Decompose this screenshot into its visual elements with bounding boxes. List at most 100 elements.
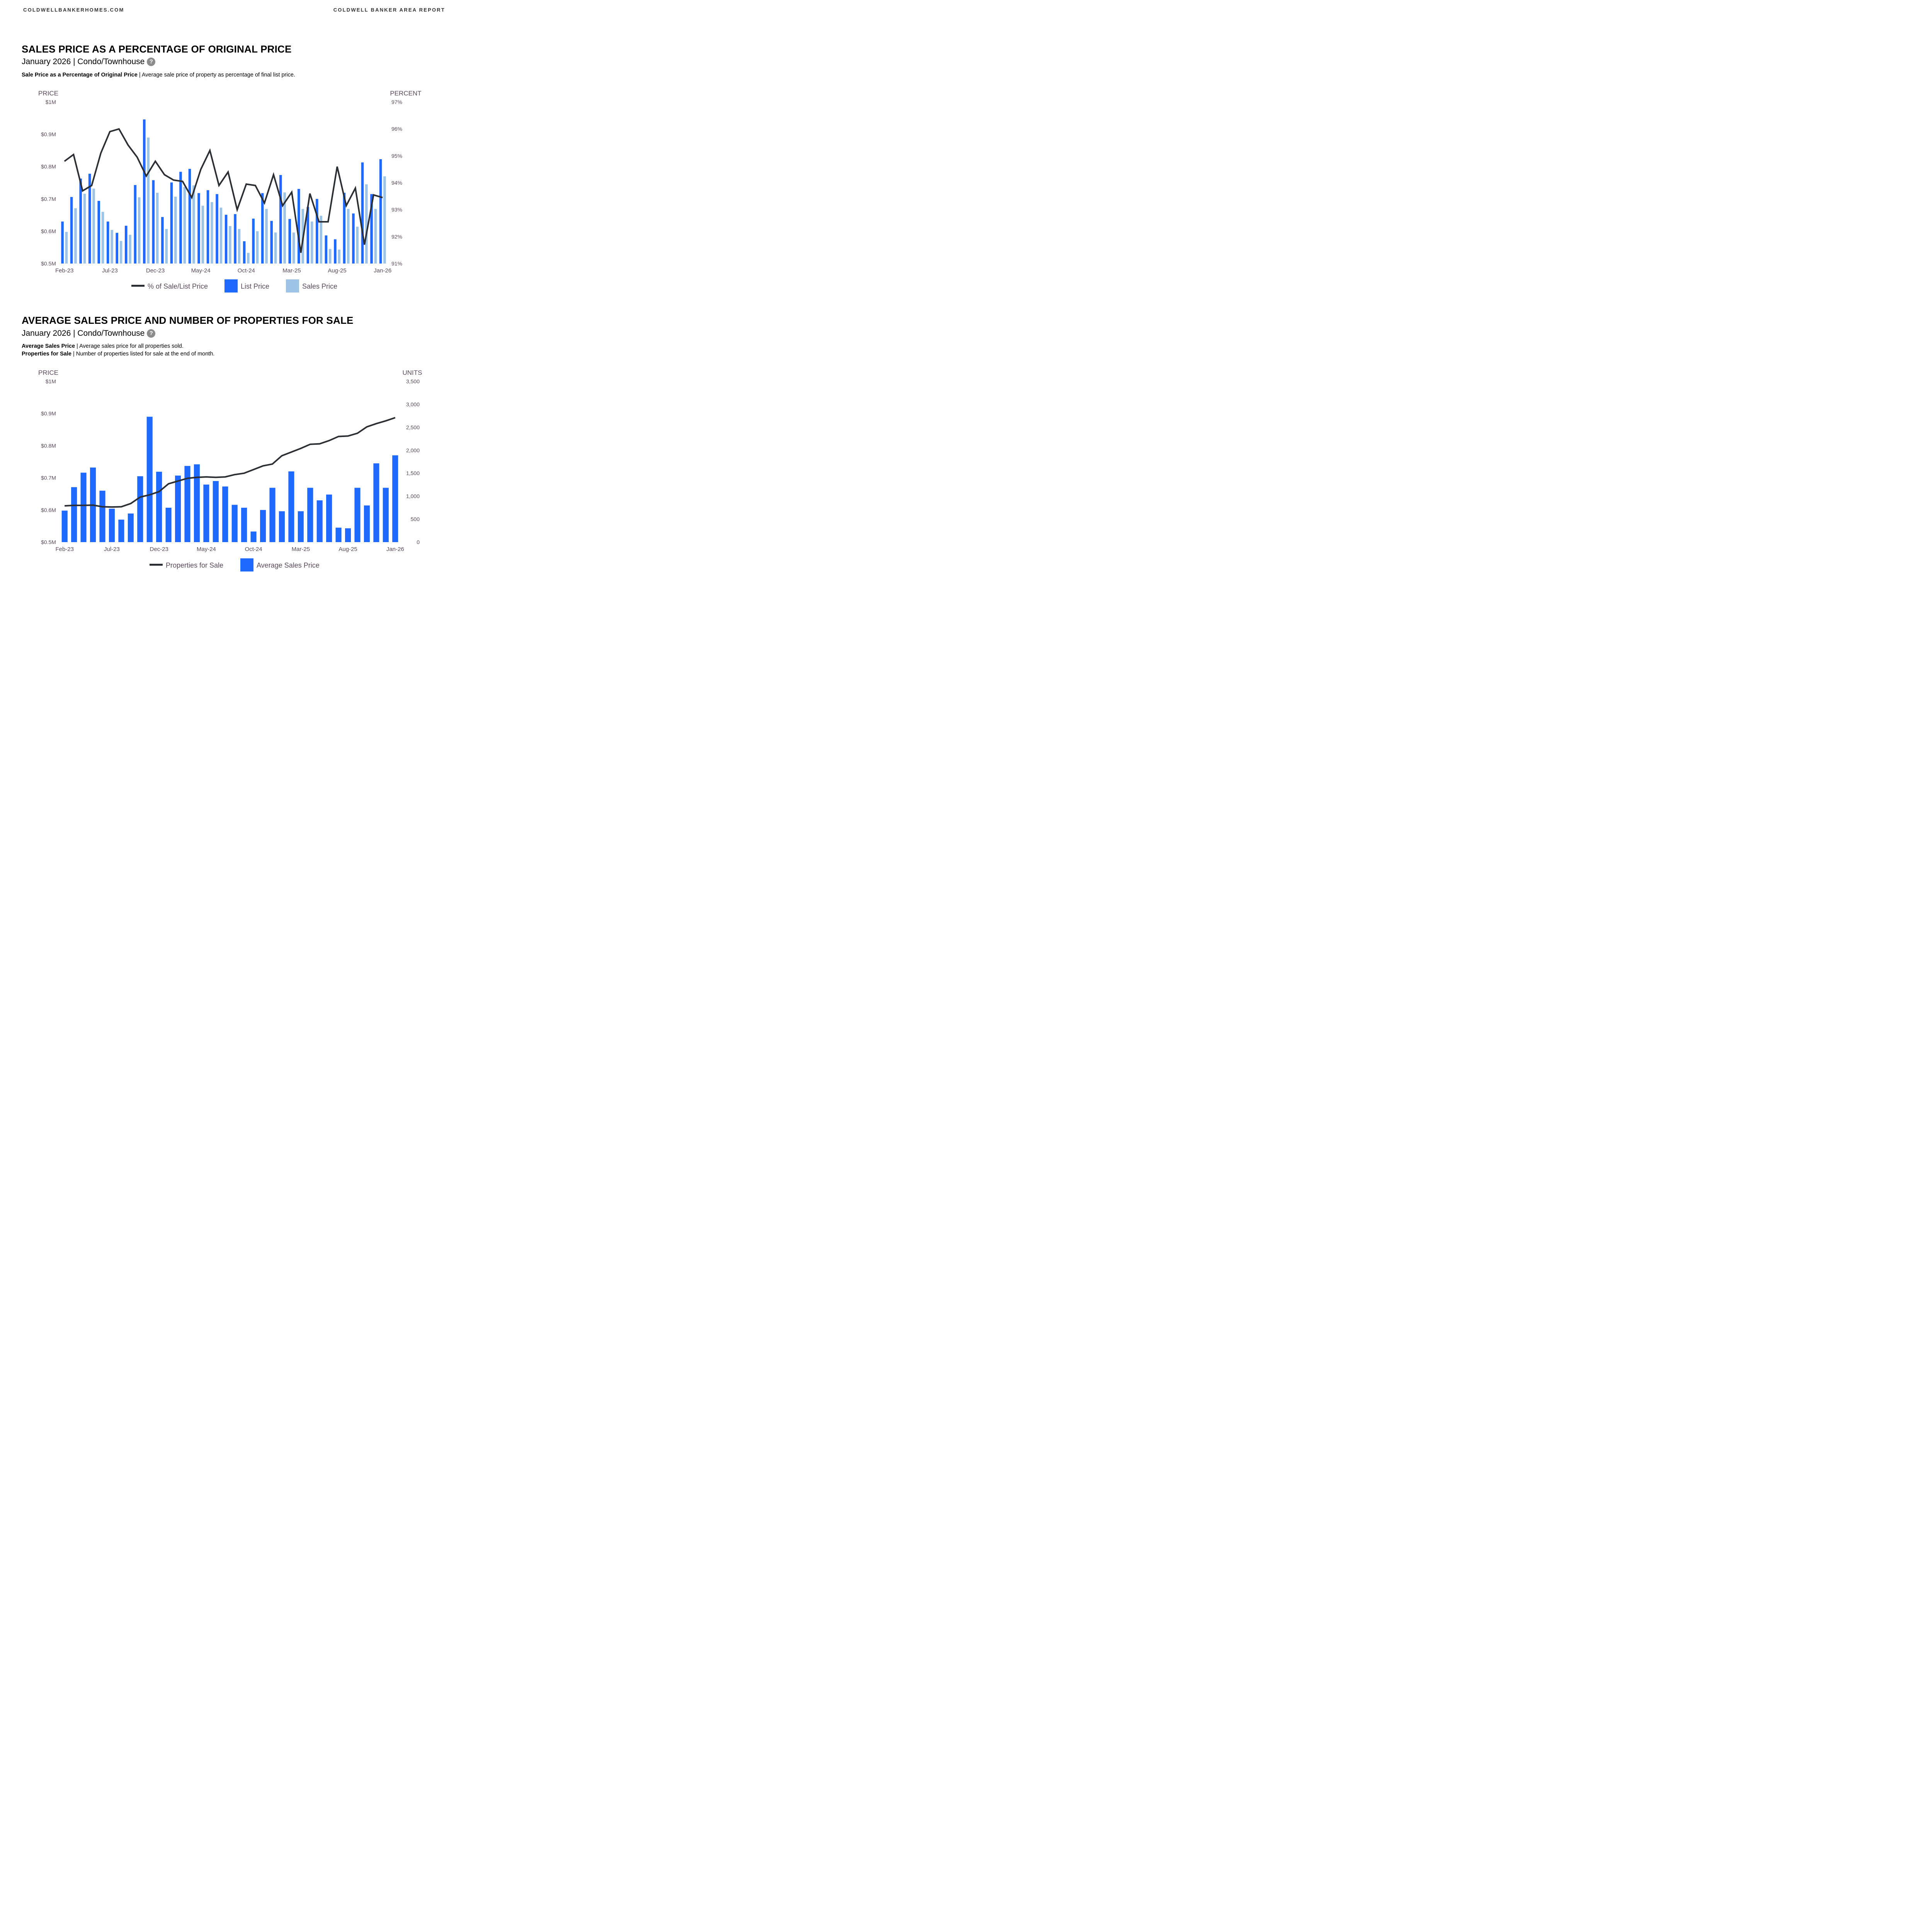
average-sales-price-bar (99, 490, 105, 542)
list-price-bar (343, 192, 346, 264)
sales-price-bar (320, 216, 323, 264)
left-axis-title: PRICE (38, 369, 58, 376)
list-price-bar (379, 159, 382, 264)
left-tick-label: $1M (46, 378, 56, 384)
average-sales-price-bar (392, 455, 398, 542)
list-price-bar (370, 194, 373, 264)
section2-desc-line2: Properties for Sale | Number of properti… (22, 350, 214, 358)
right-tick-label: 3,500 (406, 378, 420, 384)
list-price-bar (79, 179, 82, 264)
list-price-bar (61, 221, 64, 264)
sales-price-bar (156, 192, 159, 264)
section2-desc-line1: Average Sales Price | Average sales pric… (22, 342, 214, 350)
section1-subtitle: January 2026 | Condo/Townhouse ? (22, 57, 156, 66)
average-sales-price-bar (383, 488, 389, 542)
right-tick-label: 94% (391, 180, 402, 186)
list-price-bar (70, 197, 73, 264)
sales-price-bar (328, 249, 332, 264)
list-price-bar (152, 180, 155, 264)
section2-description: Average Sales Price | Average sales pric… (22, 342, 214, 358)
list-price-bar (197, 193, 200, 264)
sales-price-bar (374, 209, 377, 264)
section2-subtitle-text: January 2026 | Condo/Townhouse (22, 329, 145, 338)
list-price-bar (188, 169, 191, 264)
list-price-bar (179, 172, 182, 264)
left-tick-label: $0.7M (41, 196, 56, 202)
section2-title: AVERAGE SALES PRICE AND NUMBER OF PROPER… (22, 315, 354, 326)
average-sales-price-bar (316, 500, 323, 542)
help-icon[interactable]: ? (147, 58, 156, 66)
sales-price-bar (247, 253, 250, 264)
average-sales-price-bar (80, 473, 87, 542)
legend-label: Average Sales Price (257, 561, 320, 569)
average-sales-price-bar (298, 511, 304, 542)
x-tick-label: May-24 (191, 267, 211, 274)
sales-price-bar (119, 241, 122, 264)
left-tick-label: $0.9M (41, 410, 56, 417)
section2-desc2-text: | Number of properties listed for sale a… (71, 351, 215, 357)
x-tick-label: Mar-25 (282, 267, 301, 274)
section2-subtitle: January 2026 | Condo/Townhouse ? (22, 329, 156, 338)
section2-desc1-text: | Average sales price for all properties… (75, 343, 184, 349)
of-sale-list-price-line (64, 128, 383, 253)
right-tick-label: 96% (391, 126, 402, 132)
right-tick-label: 2,000 (406, 447, 420, 453)
properties-for-sale-line (65, 417, 396, 508)
help-icon[interactable]: ? (147, 329, 156, 338)
sales-price-bar (383, 176, 386, 264)
legend-line-swatch (150, 564, 163, 566)
average-sales-price-bar (250, 531, 257, 542)
right-tick-label: 91% (391, 260, 402, 267)
list-price-bar (334, 239, 337, 264)
average-sales-price-bar (269, 488, 276, 542)
list-price-bar (234, 214, 236, 264)
legend-label: List Price (241, 282, 269, 290)
list-price-bar (325, 235, 328, 264)
right-tick-label: 0 (417, 539, 420, 545)
sales-price-bar (274, 232, 277, 264)
list-price-bar (306, 207, 310, 264)
list-price-bar (170, 182, 173, 264)
sales-price-bar (365, 184, 368, 264)
x-tick-label: Jan-26 (374, 267, 391, 274)
legend-bar-swatch (240, 558, 253, 571)
x-tick-label: Aug-25 (328, 267, 346, 274)
sales-price-bar (165, 229, 168, 264)
sales-price-percentage-chart: PRICE PERCENT $0.5M $0.6M $0.7M $0.8M $0.9M $1M… (38, 90, 422, 293)
right-tick-label: 92% (391, 233, 402, 240)
left-axis-title: PRICE (38, 90, 58, 97)
list-price-bar (279, 175, 282, 264)
average-sales-price-bar (137, 476, 143, 542)
sales-price-bar (265, 209, 268, 264)
sales-price-bar (256, 231, 259, 264)
list-price-bar (143, 119, 146, 264)
average-sales-price-bar (213, 481, 219, 542)
x-tick-label: Dec-23 (146, 267, 165, 274)
average-sales-price-bar (203, 485, 209, 542)
right-axis-title: UNITS (403, 369, 422, 376)
average-sales-price-bar (231, 505, 238, 542)
average-sales-price-bar (61, 510, 68, 542)
list-price-bar (316, 199, 318, 264)
x-tick-label: May-24 (197, 546, 216, 553)
x-tick-label: Jan-26 (386, 546, 404, 553)
x-tick-label: Oct-24 (238, 267, 255, 274)
list-price-bar (270, 221, 273, 264)
right-tick-label: 95% (391, 153, 402, 159)
list-price-bar (261, 193, 264, 264)
list-price-bar (106, 221, 109, 264)
section2-desc1-term: Average Sales Price (22, 343, 75, 349)
average-sales-price-bar (109, 509, 115, 542)
sales-price-bar (138, 197, 141, 264)
x-tick-label: Dec-23 (150, 546, 168, 553)
x-tick-label: Feb-23 (55, 267, 74, 274)
average-sales-price-bar (156, 471, 162, 542)
list-price-bar (352, 213, 355, 264)
x-tick-label: Feb-23 (55, 546, 74, 553)
average-sales-price-bar (307, 488, 313, 542)
left-tick-label: $0.5M (41, 260, 56, 267)
sales-price-bar (183, 187, 186, 264)
site-url[interactable]: COLDWELLBANKERHOMES.COM (23, 7, 124, 13)
list-price-bar (243, 241, 246, 264)
average-sales-price-bar (71, 487, 77, 542)
